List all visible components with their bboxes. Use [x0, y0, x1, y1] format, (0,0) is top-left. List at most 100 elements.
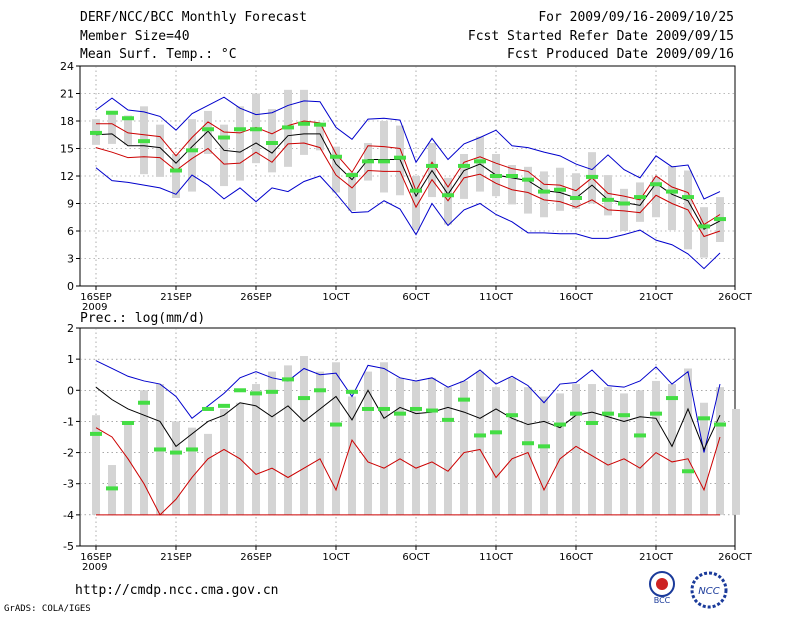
observed-marker — [554, 187, 566, 192]
observed-marker — [394, 155, 406, 160]
x-tick-label: 16OCT — [559, 292, 594, 303]
spread-box — [380, 121, 388, 193]
observed-marker — [570, 411, 582, 416]
ncc-logo: NCC — [690, 571, 728, 609]
observed-marker — [170, 450, 182, 455]
panel-1: 0 3 6 9 12 15 18 21 24 16SEP 21SEP 26SEP 1OCT 6OCT 11O… — [60, 60, 753, 313]
observed-marker — [202, 127, 214, 132]
observed-marker — [122, 116, 134, 121]
observed-marker — [586, 420, 598, 425]
x-tick-label: 21OCT — [639, 292, 674, 303]
observed-marker — [682, 469, 694, 474]
y-tick-label: 6 — [67, 225, 74, 238]
observed-marker — [474, 159, 486, 164]
y-tick-label: 3 — [67, 253, 74, 266]
observed-marker — [522, 177, 534, 182]
x-tick-label: 1OCT — [322, 552, 350, 563]
observed-marker — [266, 141, 278, 145]
spread-box — [700, 207, 708, 258]
spread-box — [732, 408, 740, 515]
spread-box — [636, 390, 644, 515]
spread-box — [348, 396, 356, 515]
spread-box — [524, 387, 532, 515]
spread-box — [348, 172, 356, 211]
spread-box — [652, 176, 660, 218]
series-max-line — [95, 360, 721, 453]
produced-date: Fcst Produced Date 2009/09/16 — [507, 47, 734, 62]
observed-marker — [650, 182, 662, 187]
observed-marker — [666, 396, 678, 401]
y-tick-label: 18 — [60, 115, 74, 128]
observed-marker — [554, 422, 566, 427]
spread-box — [108, 110, 116, 144]
spread-box — [684, 368, 692, 515]
series-p_lo-line — [95, 427, 721, 516]
spread-box — [476, 371, 484, 515]
observed-marker — [170, 168, 182, 173]
spread-box — [668, 165, 676, 231]
series-p_lo-line — [95, 142, 721, 238]
observed-marker — [106, 110, 118, 115]
spread-box — [92, 415, 100, 515]
spread-box — [460, 380, 468, 515]
observed-marker — [282, 377, 294, 382]
grads-credit: GrADS: COLA/IGES — [4, 604, 91, 614]
observed-marker — [186, 148, 198, 153]
observed-marker — [234, 388, 246, 393]
spread-box — [492, 387, 500, 515]
spread-box — [444, 387, 452, 515]
observed-marker — [570, 196, 582, 200]
observed-marker — [266, 389, 278, 394]
observed-marker — [442, 193, 454, 198]
observed-marker — [682, 195, 694, 200]
y-tick-label: 24 — [60, 60, 74, 73]
refer-date: Fcst Started Refer Date 2009/09/15 — [467, 29, 734, 44]
observed-marker — [602, 197, 614, 202]
y-tick-label: -5 — [63, 540, 74, 553]
y-tick-label: 9 — [67, 198, 74, 211]
observed-marker — [122, 420, 134, 425]
x-tick-label: 16SEP — [80, 552, 111, 563]
spread-box — [268, 371, 276, 515]
x-tick-label: 26SEP — [240, 552, 271, 563]
spread-box — [556, 393, 564, 515]
observed-marker — [602, 411, 614, 416]
observed-marker — [634, 433, 646, 438]
y-tick-label: 1 — [67, 353, 74, 366]
x-tick-label: 26OCT — [718, 292, 753, 303]
x-tick-label: 26OCT — [718, 552, 753, 563]
y-tick-label: 21 — [60, 88, 74, 101]
spread-box — [668, 384, 676, 515]
spread-box — [252, 384, 260, 515]
observed-marker — [250, 127, 262, 132]
year-label: 2009 — [82, 302, 107, 313]
series-max-line — [95, 96, 721, 200]
series-p_hi-line — [96, 120, 721, 226]
member-size: Member Size=40 — [80, 29, 190, 44]
observed-marker — [154, 447, 166, 452]
observed-marker — [490, 174, 502, 178]
svg-text:NCC: NCC — [698, 586, 719, 597]
observed-marker — [474, 433, 486, 438]
observed-marker — [586, 174, 598, 179]
observed-marker — [410, 188, 422, 193]
spread-box — [428, 377, 436, 515]
spread-box — [156, 124, 164, 177]
source-url[interactable]: http://cmdp.ncc.cma.gov.cn — [75, 583, 279, 598]
observed-marker — [250, 391, 262, 396]
spread-box — [204, 433, 212, 515]
observed-marker — [394, 411, 406, 416]
observed-marker — [538, 444, 550, 449]
spread-box — [220, 408, 228, 515]
observed-marker — [714, 422, 726, 427]
y-tick-label: 0 — [67, 384, 74, 397]
observed-marker — [362, 159, 374, 164]
svg-text:BCC: BCC — [654, 596, 671, 605]
spread-box — [604, 175, 612, 216]
spread-box — [300, 356, 308, 515]
year-label: 2009 — [82, 562, 107, 573]
x-tick-label: 21OCT — [639, 552, 674, 563]
observed-marker — [218, 403, 230, 408]
spread-box — [540, 396, 548, 515]
